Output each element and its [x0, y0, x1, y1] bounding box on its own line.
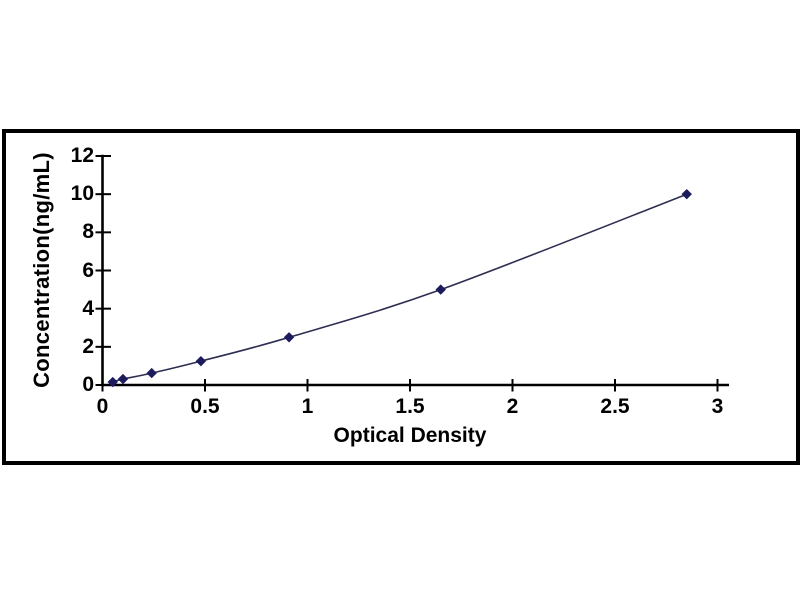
- data-point-marker: [435, 284, 446, 295]
- x-axis-title: Optical Density: [333, 424, 487, 447]
- data-point-marker: [107, 376, 118, 388]
- x-tick-label: 0: [96, 395, 109, 418]
- x-tick-label: 3: [711, 395, 724, 418]
- y-tick-label: 6: [82, 258, 94, 282]
- x-tick-label: 2: [506, 395, 519, 418]
- x-tick-label: 1.5: [395, 395, 425, 418]
- data-point-marker: [195, 355, 207, 367]
- data-point-marker: [146, 367, 157, 379]
- data-point-marker: [283, 332, 295, 343]
- y-tick-label: 8: [82, 220, 94, 244]
- standard-curve-line: [112, 193, 688, 383]
- data-point-marker: [117, 373, 129, 385]
- data-point-marker: [681, 188, 692, 200]
- y-tick-label: 12: [70, 144, 94, 167]
- y-tick-label: 4: [82, 296, 94, 320]
- x-tick-label: 2.5: [600, 395, 630, 418]
- y-tick-label: 10: [70, 182, 94, 206]
- x-tick-label: 0.5: [190, 395, 220, 418]
- y-tick-label: 0: [82, 373, 94, 396]
- chart-border-box: [2, 129, 800, 465]
- y-tick-label: 2: [82, 334, 94, 358]
- x-tick-label: 1: [301, 395, 314, 418]
